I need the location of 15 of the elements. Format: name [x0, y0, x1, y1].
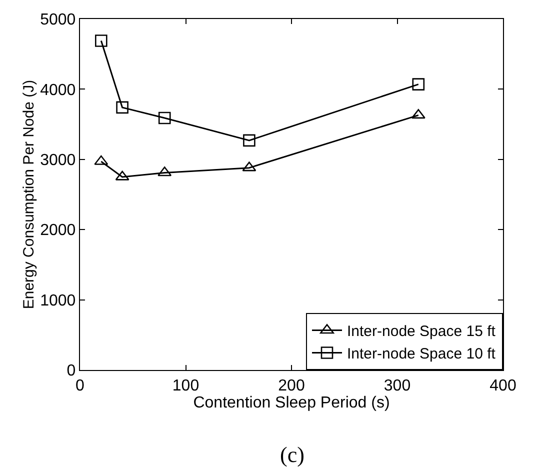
x-tick-label: 300	[384, 377, 411, 394]
y-axis-title: Energy Consumption Per Node (J)	[20, 80, 38, 310]
y-tick-label: 5000	[40, 12, 76, 29]
x-tick-label: 100	[172, 377, 200, 394]
y-tick-label: 0	[66, 362, 76, 380]
y-tick-label: 2000	[40, 222, 76, 240]
legend-label: Inter-node Space 10 ft	[347, 346, 496, 363]
text: (c)	[280, 442, 304, 467]
y-tick-label: 1000	[40, 292, 76, 310]
legend-label: Inter-node Space 15 ft	[347, 323, 496, 340]
y-tick-label: 3000	[40, 152, 76, 169]
y-tick-label: 4000	[40, 82, 76, 99]
x-tick-label: 400	[490, 377, 516, 394]
x-axis-title: Contention Sleep Period (s)	[193, 394, 390, 412]
x-tick-label: 200	[278, 377, 305, 394]
